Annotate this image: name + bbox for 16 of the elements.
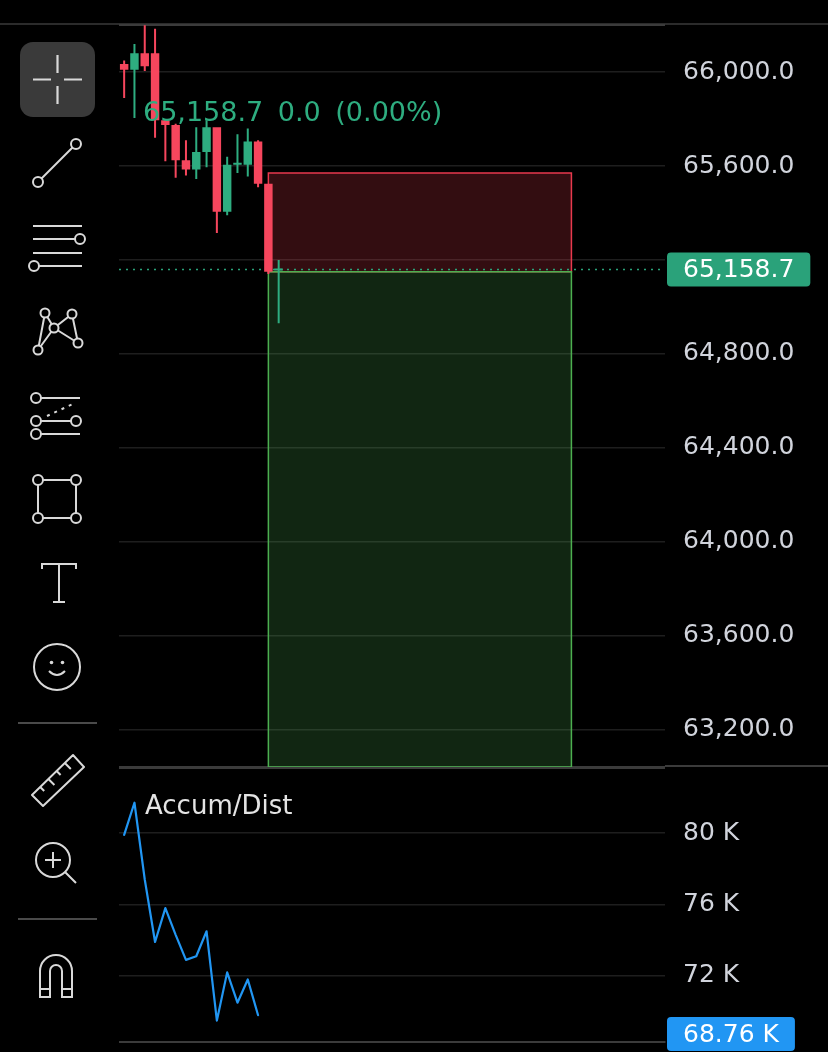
ref-line-label: 65,158.7 [683, 254, 795, 284]
y-tick-label: 80 K [683, 816, 740, 846]
text: 68.76 K [683, 1018, 780, 1048]
candlestick [119, 60, 129, 98]
y-tick-label: 72 K [683, 959, 740, 989]
y-tick-label: 64,400.0 [683, 431, 795, 461]
y-tick-label: 64,000.0 [683, 525, 795, 555]
y-tick-label: 66,000.0 [683, 55, 795, 85]
y-tick-label: 65,600.0 [683, 149, 795, 179]
y-tick-label: 64,800.0 [683, 337, 795, 367]
candlestick [233, 134, 242, 174]
y-tick-label: 63,600.0 [683, 619, 795, 649]
candlestick [130, 43, 139, 118]
text: Accum/Dist [145, 789, 293, 821]
y-tick-label: 76 K [683, 888, 740, 917]
y-tick-label: 63,200.0 [683, 712, 795, 742]
